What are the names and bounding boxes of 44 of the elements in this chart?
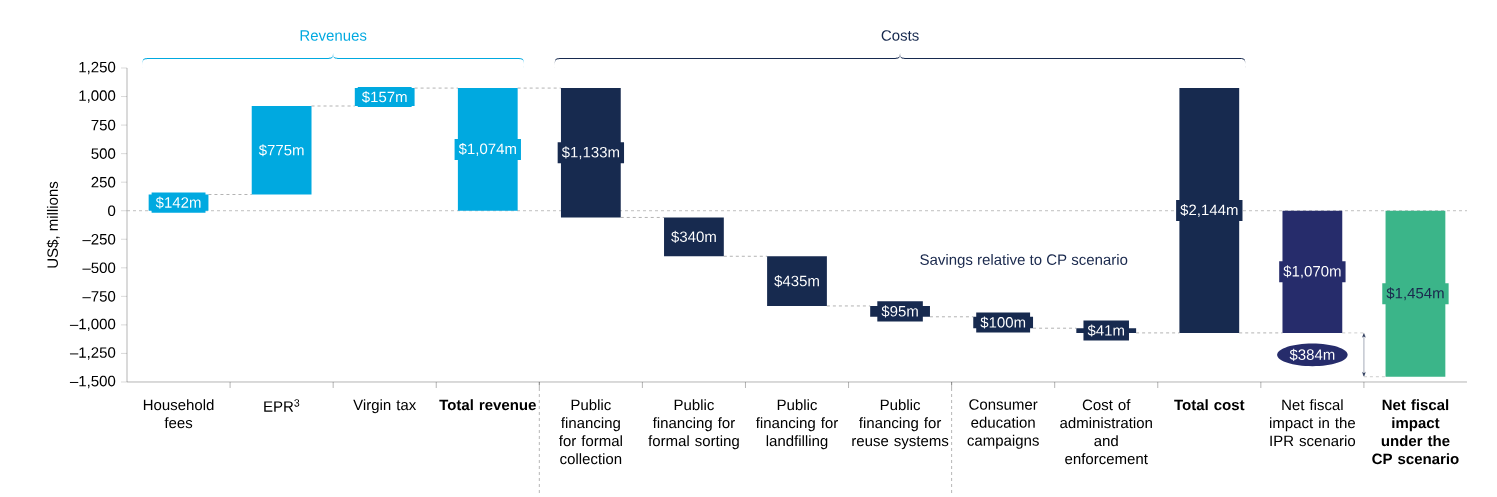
data-label: $775m [258, 144, 304, 157]
x-tick-label: Consumer education campaigns [967, 399, 1039, 449]
x-tick-label: Total revenue [439, 399, 536, 411]
y-tick-label: 500 [91, 148, 116, 159]
bar [251, 106, 312, 195]
data-label: $1,074m [458, 142, 516, 156]
y-tick-label: 0 [108, 205, 116, 217]
data-label: $2,144m [1180, 203, 1238, 217]
y-axis-title: US$, millions [46, 181, 60, 268]
y-tick-label: –500 [82, 262, 116, 274]
y-tick-label: 250 [91, 176, 116, 188]
x-tick-label: EPR$^{3}$ [264, 399, 300, 412]
y-tick-label: 750 [91, 119, 116, 131]
bar [767, 256, 827, 306]
x-tick-label: Net fiscal impact in the IPR scenario [1270, 399, 1356, 447]
data-label: $1,454m [1386, 287, 1444, 301]
text: Revenues [300, 30, 367, 41]
data-label: $41m [1087, 324, 1124, 337]
y-tick-label: 1,250 [79, 61, 116, 75]
x-tick-label: Total cost [1174, 399, 1245, 411]
x-tick-label: Household fees [143, 399, 214, 429]
y-tick-label: 1,000 [79, 90, 116, 103]
data-label: $435m [774, 275, 819, 288]
data-label: $100m [980, 316, 1026, 329]
data-label: $1,133m [561, 146, 620, 160]
y-tick-label: –1,500 [69, 375, 116, 389]
data-label: $1,070m [1283, 265, 1341, 279]
text: Costs [881, 30, 919, 41]
data-label: $95m [881, 305, 918, 318]
y-tick-label: –1,250 [69, 347, 116, 360]
x-tick-label: Public financing for formal collection [558, 399, 622, 465]
x-tick-label: Cost of administration and enforcement [1060, 399, 1152, 465]
x-tick-label: Public financing for formal sorting [648, 399, 739, 450]
y-tick-label: –250 [82, 233, 116, 245]
bar [664, 217, 724, 257]
x-tick-label: Virgin tax [353, 399, 417, 414]
y-tick-label: –750 [82, 291, 116, 302]
x-tick-label: Public financing for reuse systems [852, 399, 949, 450]
annotation: $384m [1289, 348, 1335, 361]
x-tick-label: Net fiscal impact under the CP scenario [1372, 399, 1459, 465]
x-tick-label: Public financing for landfilling [755, 399, 838, 450]
annotation: Savings relative to CP scenario [920, 253, 1128, 268]
data-label: $340m [671, 230, 716, 243]
y-tick-label: –1,000 [69, 318, 116, 332]
